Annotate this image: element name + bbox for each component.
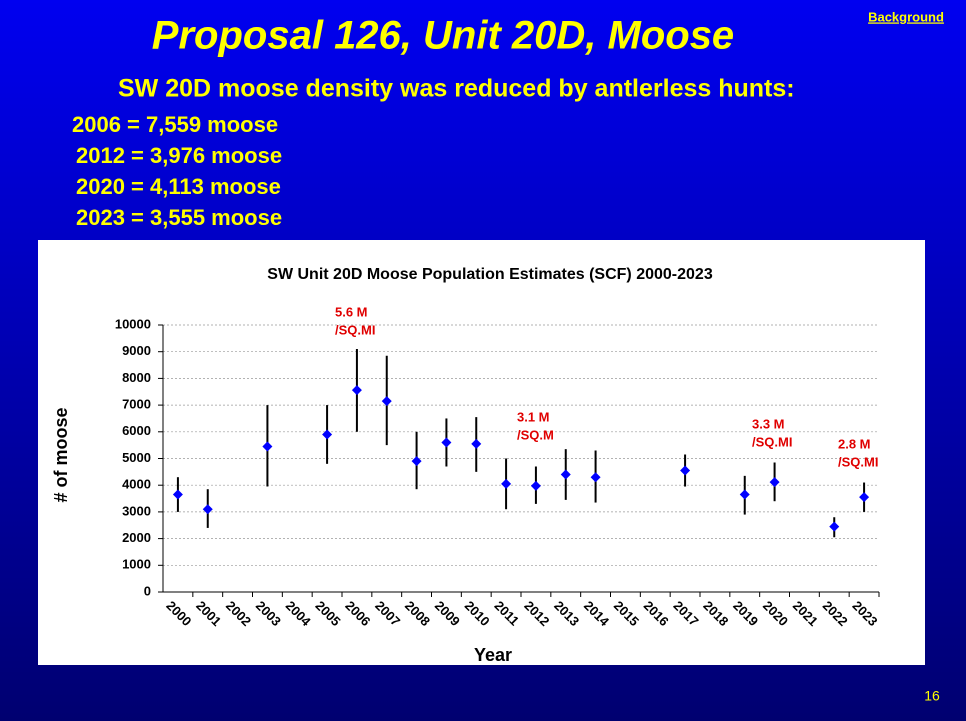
y-tick-label: 1000 bbox=[122, 557, 151, 572]
page-number: 16 bbox=[924, 688, 940, 704]
fact: 2012 = 3,976 moose bbox=[76, 143, 282, 168]
annotation: 3.1 M bbox=[517, 409, 550, 424]
y-axis-label: # of moose bbox=[51, 407, 71, 502]
chart-title: SW Unit 20D Moose Population Estimates (… bbox=[267, 266, 713, 283]
chart-area bbox=[38, 240, 925, 665]
point bbox=[351, 385, 362, 396]
point bbox=[859, 492, 870, 503]
slide-title: Proposal 126, Unit 20D, Moose bbox=[152, 14, 734, 58]
annotation: /SQ.MI bbox=[335, 322, 375, 337]
y-tick-label: 9000 bbox=[122, 343, 151, 358]
y-tick-label: 0 bbox=[144, 583, 151, 598]
point bbox=[262, 441, 273, 452]
point bbox=[322, 429, 333, 440]
point bbox=[560, 469, 571, 480]
y-tick-label: 2000 bbox=[122, 530, 151, 545]
point bbox=[381, 396, 392, 407]
annotation: 3.3 M bbox=[752, 416, 785, 431]
point bbox=[411, 456, 422, 467]
y-tick-label: 6000 bbox=[122, 423, 151, 438]
point bbox=[680, 465, 691, 476]
fact: 2023 = 3,555 moose bbox=[76, 205, 282, 230]
y-tick-label: 5000 bbox=[122, 450, 151, 465]
subtitle: SW 20D moose density was reduced by antl… bbox=[118, 75, 795, 103]
point bbox=[501, 478, 512, 489]
point bbox=[829, 521, 840, 532]
point bbox=[739, 489, 750, 500]
y-tick-label: 8000 bbox=[122, 370, 151, 385]
x-axis-label: Year bbox=[474, 645, 512, 665]
point bbox=[471, 438, 482, 449]
y-tick-label: 3000 bbox=[122, 503, 151, 518]
annotation: /SQ.MI bbox=[752, 434, 792, 449]
fact: 2020 = 4,113 moose bbox=[76, 174, 281, 199]
y-tick-label: 4000 bbox=[122, 477, 151, 492]
point bbox=[769, 477, 780, 488]
annotation: 2.8 M bbox=[838, 436, 871, 451]
point bbox=[441, 437, 452, 448]
y-tick-label: 10000 bbox=[115, 316, 151, 331]
annotation: /SQ.M bbox=[517, 427, 554, 442]
point bbox=[172, 489, 183, 500]
point bbox=[202, 504, 213, 515]
y-tick-label: 7000 bbox=[122, 397, 151, 412]
point bbox=[590, 472, 601, 483]
annotation: /SQ.MI bbox=[838, 454, 878, 469]
annotation: 5.6 M bbox=[335, 304, 368, 319]
fact: 2006 = 7,559 moose bbox=[72, 112, 278, 137]
point bbox=[530, 480, 541, 491]
background-link[interactable]: Background bbox=[868, 9, 944, 24]
